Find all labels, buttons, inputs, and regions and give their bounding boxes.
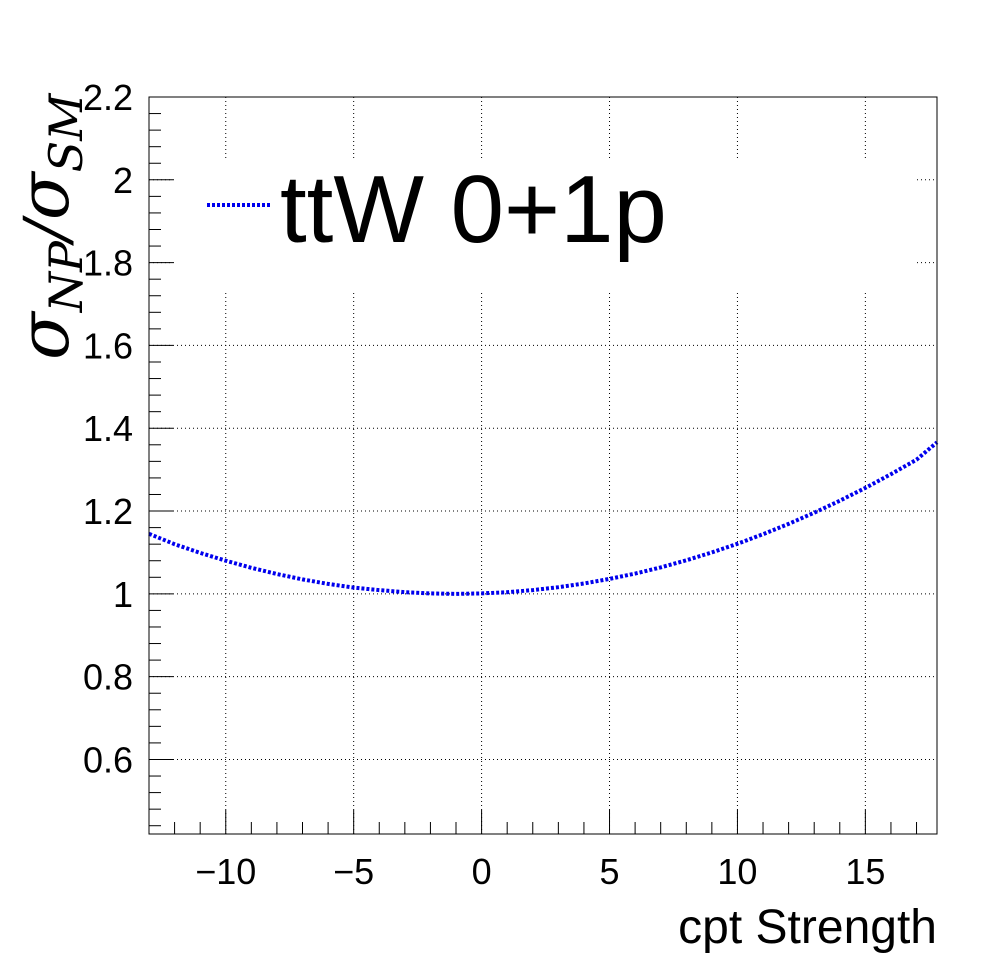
series-line: [148, 440, 939, 596]
y-axis-title-sub-sm: SM: [39, 92, 93, 173]
grid-lines: [149, 96, 937, 834]
svg-text:σNP/σSM: σNP/σSM: [3, 92, 93, 360]
y-axis-title: σNP/σSM: [3, 92, 93, 360]
y-tick-label: 2: [113, 160, 133, 201]
axis-ticks: [148, 96, 918, 834]
series-layer: [148, 440, 939, 596]
x-tick-labels: −10 −5 0 5 10 15: [195, 851, 885, 892]
x-tick-label: −5: [333, 851, 374, 892]
plot-frame: [148, 96, 938, 835]
y-tick-label: 1.2: [83, 491, 133, 532]
y-axis-title-sigma-sm: σ: [3, 170, 85, 220]
y-tick-label: 1.4: [83, 408, 133, 449]
y-tick-label: 1.8: [83, 243, 133, 284]
y-tick-label: 2.2: [83, 77, 133, 118]
y-tick-label: 0.8: [83, 657, 133, 698]
legend-entry-label: ttW 0+1p: [280, 156, 667, 263]
x-tick-label: 0: [472, 851, 492, 892]
y-axis-title-sub-np: NP: [39, 240, 93, 313]
y-tick-label: 0.6: [83, 739, 133, 780]
y-tick-label: 1.6: [83, 325, 133, 366]
y-tick-label: 1: [113, 574, 133, 615]
legend-box: [175, 160, 915, 290]
y-axis-title-slash: /: [10, 215, 83, 246]
x-tick-label: 15: [845, 851, 885, 892]
x-tick-label: 10: [717, 851, 757, 892]
x-axis-title: cpt Strength: [678, 901, 937, 954]
x-tick-label: 5: [600, 851, 620, 892]
x-tick-label: −10: [195, 851, 256, 892]
y-axis-title-sigma-np: σ: [3, 310, 85, 360]
y-tick-labels: 0.6 0.8 1 1.2 1.4 1.6 1.8 2 2.2: [83, 77, 133, 780]
